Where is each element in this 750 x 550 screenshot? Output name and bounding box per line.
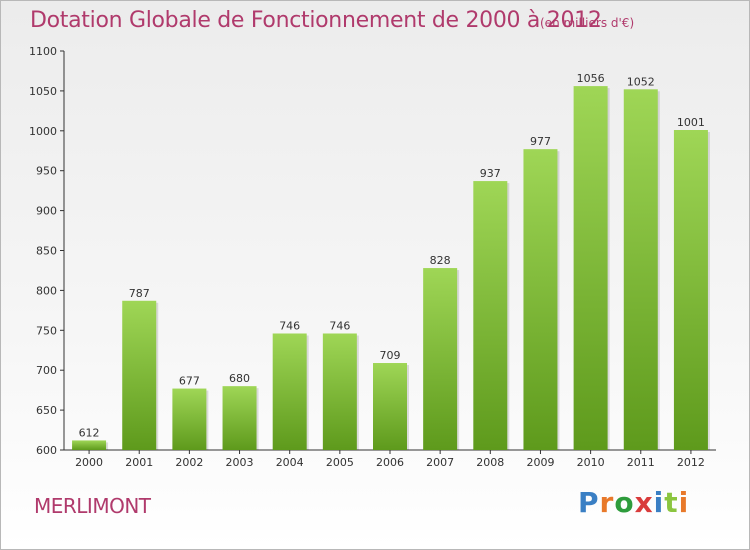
bar-value-label: 1056 (577, 72, 605, 85)
logo-letter: x (634, 486, 654, 519)
chart-subtitle: (en milliers d'€) (540, 16, 635, 30)
x-tick-label: 2004 (276, 456, 304, 469)
y-tick-label: 650 (36, 404, 57, 417)
bar-2012 (673, 130, 708, 450)
bar-2003 (222, 386, 257, 450)
logo-letter: P (578, 486, 600, 519)
x-tick-label: 2008 (476, 456, 504, 469)
proxiti-logo: Proxiti (578, 486, 689, 519)
x-tick-label: 2001 (125, 456, 153, 469)
logo-letter: i (653, 486, 665, 519)
chart-labels: 2000 612 2001 787 2002 677 2003 680 2004 746 2005 7… (75, 72, 705, 469)
bar-2011 (623, 89, 658, 450)
bar-value-label: 1001 (677, 116, 705, 129)
y-tick-label: 1100 (29, 45, 57, 58)
y-tick-label: 950 (36, 165, 57, 178)
commune-name: MERLIMONT (34, 494, 151, 518)
bar-value-label: 937 (480, 167, 501, 180)
x-tick-label: 2007 (426, 456, 454, 469)
y-tick-label: 1050 (29, 85, 57, 98)
x-tick-label: 2003 (226, 456, 254, 469)
bar-value-label: 746 (329, 319, 350, 332)
y-tick-label: 900 (36, 205, 57, 218)
x-tick-label: 2000 (75, 456, 103, 469)
bar-value-label: 677 (179, 375, 200, 388)
y-tick-label: 600 (36, 444, 57, 457)
bar-value-label: 746 (279, 319, 300, 332)
logo-letter: o (614, 486, 635, 519)
bar-value-label: 612 (79, 426, 100, 439)
x-tick-label: 2006 (376, 456, 404, 469)
bar-value-label: 1052 (627, 75, 655, 88)
bar-2006 (373, 363, 407, 450)
bar-value-label: 787 (129, 287, 150, 300)
bar-2009 (523, 149, 558, 451)
y-tick-label: 850 (36, 245, 57, 258)
bar-2000 (72, 440, 107, 450)
bar-value-label: 828 (430, 254, 451, 267)
x-tick-label: 2012 (677, 456, 705, 469)
bar-2002 (172, 388, 207, 450)
bar-2001 (122, 300, 157, 450)
logo-letter: i (678, 486, 690, 519)
logo-letter: t (664, 486, 679, 519)
logo-letter: r (599, 486, 615, 519)
bar-value-label: 977 (530, 135, 551, 148)
bar-value-label: 680 (229, 372, 250, 385)
x-tick-label: 2011 (627, 456, 655, 469)
bar-2008 (473, 181, 508, 450)
bar-2010 (573, 86, 608, 450)
y-tick-label: 800 (36, 284, 57, 297)
x-tick-label: 2005 (326, 456, 354, 469)
y-tick-label: 700 (36, 364, 57, 377)
x-tick-label: 2010 (577, 456, 605, 469)
y-tick-label: 1000 (29, 125, 57, 138)
bar-2007 (423, 268, 458, 450)
bar-2004 (272, 333, 307, 450)
y-tick-label: 750 (36, 324, 57, 337)
bar-value-label: 709 (380, 349, 401, 362)
x-tick-label: 2009 (526, 456, 554, 469)
x-tick-label: 2002 (175, 456, 203, 469)
chart-title: Dotation Globale de Fonctionnement de 20… (30, 8, 602, 33)
chart-bars (72, 86, 710, 451)
bar-2005 (322, 333, 357, 450)
